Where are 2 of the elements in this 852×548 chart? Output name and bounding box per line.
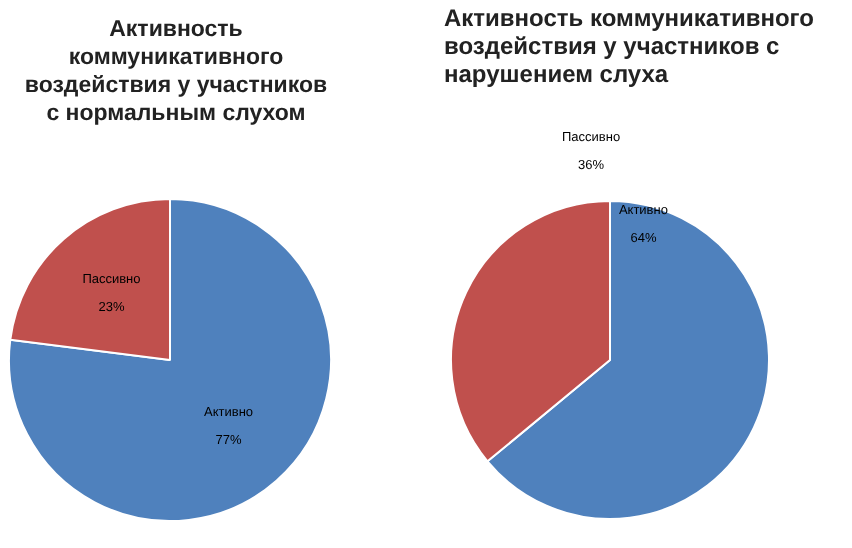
chart-title: Активность коммуникативного воздействия у участников с нарушением слуха [444, 4, 816, 88]
chart-title: Активность коммуникативного воздействия у участников с нормальным слухом [22, 16, 330, 128]
